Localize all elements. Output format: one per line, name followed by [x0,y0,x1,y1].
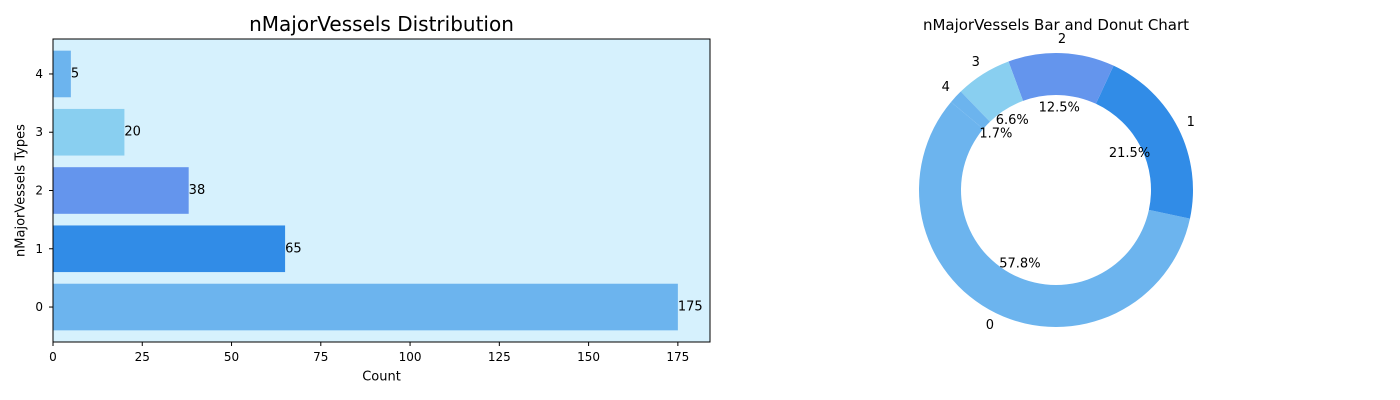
bar-value-label: 38 [189,183,206,198]
y-tick-label: 1 [35,242,43,256]
x-tick-label: 175 [666,350,689,364]
x-tick-label: 25 [135,350,150,364]
bar-3 [53,108,125,156]
x-tick-label: 150 [577,350,600,364]
y-tick-label: 0 [35,300,43,314]
bar-0 [53,283,678,331]
donut-slice-3 [960,61,1024,122]
x-tick-label: 0 [49,350,57,364]
donut-percent-label: 1.7% [979,126,1012,141]
y-tick-label: 4 [35,67,43,81]
bar-chart-title: nMajorVessels Distribution [249,12,514,36]
x-tick-label: 50 [224,350,239,364]
donut-slice-4 [951,91,990,129]
donut-category-label: 2 [1058,32,1066,47]
donut-category-label: 3 [972,55,980,70]
y-tick-label: 3 [35,125,43,139]
bar-value-label: 175 [678,300,703,315]
donut-slice-1 [1095,65,1193,219]
bar-value-label: 5 [71,66,79,81]
donut-percent-label: 12.5% [1039,100,1080,115]
x-tick-label: 125 [488,350,511,364]
x-tick-label: 75 [313,350,328,364]
donut-percent-label: 57.8% [999,256,1040,271]
bar-4 [53,50,71,98]
donut-slice-0 [918,101,1190,328]
bar-2 [53,167,189,214]
donut-category-label: 0 [986,318,994,333]
x-axis-label: Count [362,370,401,385]
donut-slice-2 [1008,52,1114,104]
bar-value-label: 20 [124,125,141,140]
x-tick-label: 100 [399,350,422,364]
donut-percent-label: 21.5% [1109,146,1150,161]
donut-percent-label: 6.6% [996,113,1029,128]
bar-1 [53,225,286,273]
donut-category-label: 1 [1187,115,1195,130]
y-tick-label: 2 [35,184,43,198]
bar-value-label: 65 [285,241,302,256]
y-axis-label: nMajorVessels Types [14,124,29,257]
donut-chart-title: nMajorVessels Bar and Donut Chart [923,16,1189,34]
donut-category-label: 4 [942,80,950,95]
